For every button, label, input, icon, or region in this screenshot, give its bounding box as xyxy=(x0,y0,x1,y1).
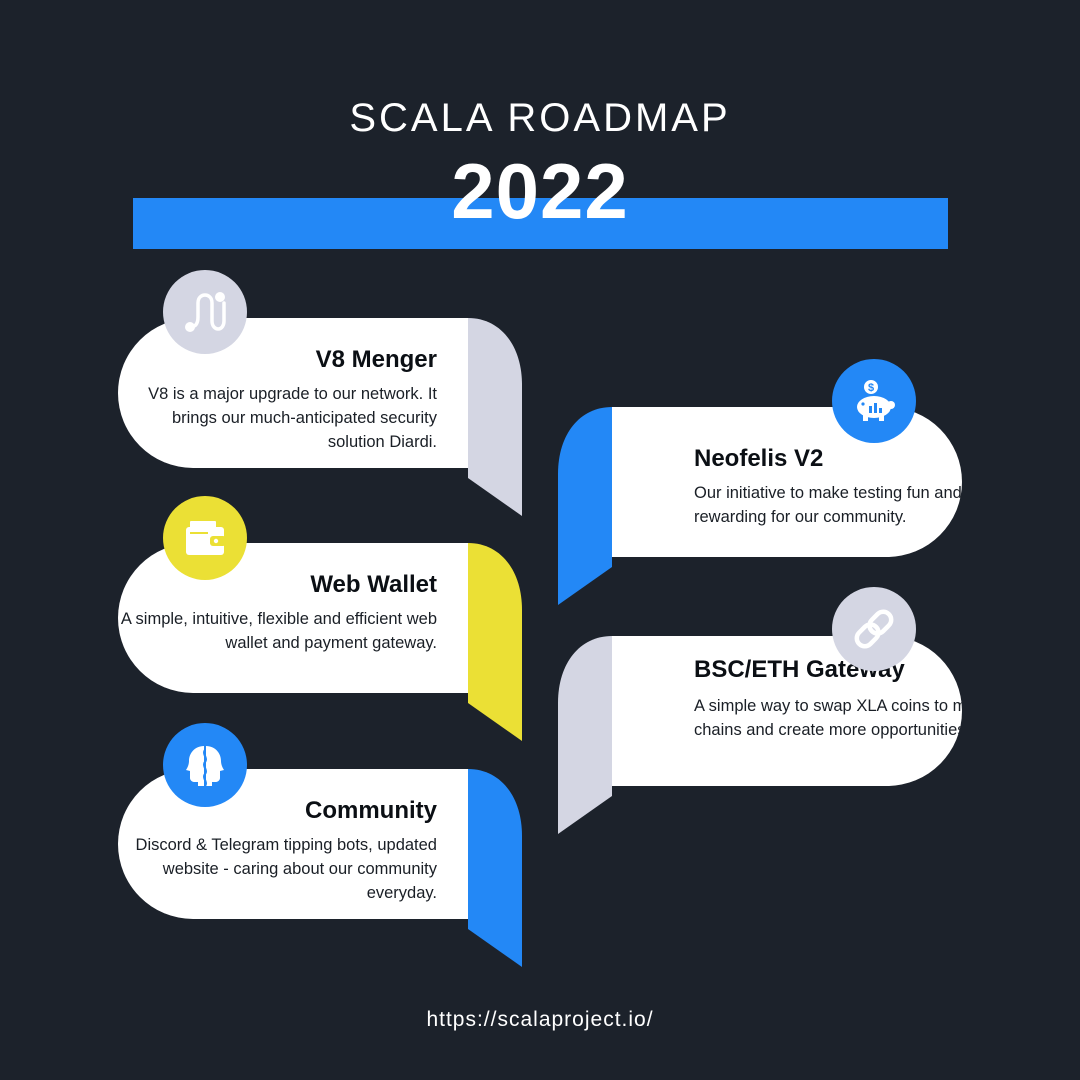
wallet-icon xyxy=(163,496,247,580)
card-title: Web Wallet xyxy=(310,571,437,598)
link-icon xyxy=(832,587,916,671)
roadmap-card-web-wallet: Web Wallet A simple, intuitive, flexible… xyxy=(118,543,468,693)
header-accent-bar xyxy=(133,198,948,249)
roadmap-card-community: Community Discord & Telegram tipping bot… xyxy=(118,769,468,919)
card-description: V8 is a major upgrade to our network. It… xyxy=(148,385,437,451)
card-title: Community xyxy=(305,797,437,824)
ribbon-web-wallet xyxy=(468,543,522,741)
roadmap-card-neofelis: Neofelis V2 Our initiative to make testi… xyxy=(612,407,962,557)
roadmap-year: 2022 xyxy=(451,147,629,235)
card-description: Discord & Telegram tipping bots, updated… xyxy=(135,836,437,902)
card-description: Our initiative to make testing fun and r… xyxy=(694,484,962,526)
community-icon xyxy=(163,723,247,807)
ribbon-community xyxy=(468,769,522,967)
ribbon-gateway xyxy=(558,636,612,834)
ribbon-v8-menger xyxy=(468,318,522,516)
card-description: A simple, intuitive, flexible and effici… xyxy=(120,610,437,652)
ribbon-neofelis xyxy=(558,407,612,605)
svg-text:$: $ xyxy=(868,382,874,394)
piggy-bank-icon: $ xyxy=(832,359,916,443)
route-icon xyxy=(163,270,247,354)
card-description: A simple way to swap XLA coins to major … xyxy=(694,697,962,739)
roadmap-subtitle: SCALA ROADMAP xyxy=(349,96,731,140)
website-link[interactable]: https://scalaproject.io/ xyxy=(426,1008,654,1031)
roadmap-card-v8-menger: V8 Menger V8 is a major upgrade to our n… xyxy=(118,318,468,468)
roadmap-card-gateway: BSC/ETH Gateway A simple way to swap XLA… xyxy=(612,636,962,786)
card-title: Neofelis V2 xyxy=(694,445,824,472)
card-title: V8 Menger xyxy=(315,346,437,373)
